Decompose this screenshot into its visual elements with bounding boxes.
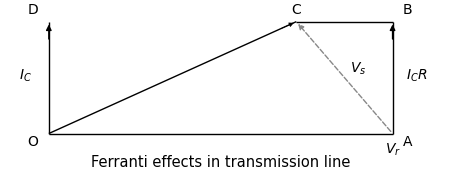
Text: Ferranti effects in transmission line: Ferranti effects in transmission line [91,155,350,170]
Text: C: C [292,3,301,17]
Text: B: B [403,3,413,17]
Text: $I_CR$: $I_CR$ [406,67,428,84]
Text: $V_s$: $V_s$ [350,60,366,77]
Text: A: A [403,135,413,149]
Text: $V_r$: $V_r$ [384,141,401,158]
Text: D: D [28,3,38,17]
Text: $I_C$: $I_C$ [19,67,31,84]
Text: O: O [28,135,38,149]
